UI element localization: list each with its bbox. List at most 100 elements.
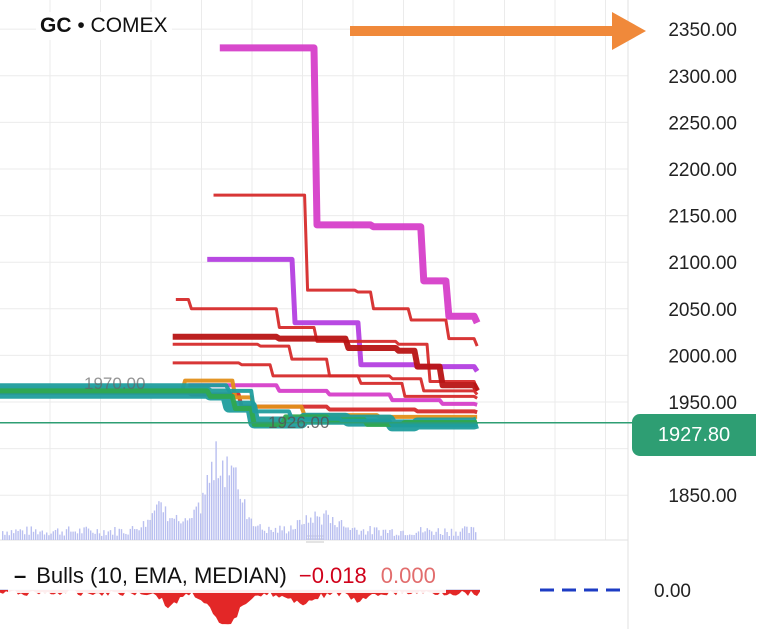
symbol-legend[interactable]: GC • COMEX bbox=[36, 12, 172, 40]
volume-bar bbox=[338, 521, 340, 540]
volume-bar bbox=[70, 531, 72, 540]
volume-bar bbox=[136, 529, 138, 540]
volume-bar bbox=[226, 456, 228, 540]
volume-bar bbox=[428, 529, 431, 540]
volume-bar bbox=[343, 526, 345, 540]
volume-bar bbox=[63, 535, 65, 540]
volume-bar bbox=[149, 519, 151, 540]
volume-bar bbox=[41, 530, 43, 540]
volume-bar bbox=[464, 526, 466, 540]
overlay-labels: 1970.00 1926.00 bbox=[84, 374, 329, 432]
volume-bar bbox=[327, 514, 329, 540]
volume-bar bbox=[457, 535, 459, 540]
volume-bar bbox=[189, 518, 191, 540]
volume-bar bbox=[35, 529, 37, 540]
volume-bar bbox=[360, 530, 362, 540]
volume-bar bbox=[233, 467, 235, 540]
volume-bar bbox=[83, 527, 85, 540]
volume-bar bbox=[164, 506, 167, 540]
price-axis[interactable]: 2350.00 2300.00 2250.00 2200.00 2150.00 2100.… bbox=[668, 20, 737, 507]
volume-bar bbox=[400, 531, 402, 540]
volume-bar bbox=[217, 478, 219, 540]
volume-bar bbox=[2, 531, 4, 540]
volume-bar bbox=[466, 526, 468, 540]
volume-bar bbox=[184, 518, 186, 540]
volume-bar bbox=[6, 531, 8, 540]
volume-bar bbox=[442, 534, 444, 540]
volume-bar bbox=[15, 529, 17, 540]
volume-bar bbox=[208, 482, 211, 540]
volume-bar bbox=[406, 535, 409, 540]
volume-bar bbox=[316, 516, 318, 540]
volume-bar bbox=[4, 534, 6, 540]
volume-bar bbox=[127, 534, 129, 540]
volume-bar bbox=[197, 502, 200, 540]
volume-bar bbox=[219, 475, 222, 540]
bulls-histogram bbox=[0, 590, 480, 625]
volume-bar bbox=[356, 529, 358, 540]
volume-bar bbox=[28, 534, 30, 540]
volume-bar bbox=[160, 502, 162, 540]
series-line-3 bbox=[207, 256, 480, 373]
volume-bar bbox=[140, 527, 142, 540]
volume-bar bbox=[24, 534, 26, 540]
volume-bar bbox=[180, 523, 182, 540]
volume-bar bbox=[404, 535, 406, 540]
volume-bar bbox=[272, 531, 274, 540]
volume-bar bbox=[145, 526, 147, 540]
volume-bar bbox=[257, 525, 259, 540]
volume-bar bbox=[19, 529, 21, 540]
volume-bar bbox=[76, 533, 79, 540]
volume-bar bbox=[237, 489, 239, 540]
volume-bar bbox=[72, 531, 74, 540]
volume-bar bbox=[378, 530, 380, 540]
volume-bar bbox=[46, 532, 48, 540]
volume-bar bbox=[345, 527, 347, 540]
volume-bar bbox=[112, 534, 114, 540]
volume-bar bbox=[437, 528, 439, 540]
volume-bar bbox=[68, 526, 70, 540]
volume-bar bbox=[261, 529, 263, 540]
volume-bar bbox=[147, 519, 149, 540]
y-tick-label: 2300.00 bbox=[668, 67, 737, 88]
volume-bar bbox=[413, 534, 415, 540]
volume-bar bbox=[389, 530, 391, 540]
volume-bar bbox=[277, 532, 279, 540]
volume-bar bbox=[156, 504, 158, 540]
volume-bar bbox=[131, 526, 134, 540]
volume-bar bbox=[118, 528, 120, 540]
y-tick-label: 2100.00 bbox=[668, 253, 737, 274]
volume-bar bbox=[123, 533, 125, 540]
volume-bar bbox=[318, 516, 321, 540]
volume-bar bbox=[325, 510, 327, 540]
indicator-legend[interactable]: – Bulls (10, EMA, MEDIAN) −0.018 0.000 bbox=[8, 559, 446, 593]
volume-bar bbox=[129, 528, 131, 540]
volume-bar bbox=[30, 526, 32, 540]
volume-bar bbox=[107, 531, 109, 540]
volume-bar bbox=[92, 532, 94, 540]
volume-bar bbox=[50, 533, 52, 540]
volume-bar bbox=[431, 531, 433, 540]
volume-bar bbox=[101, 535, 103, 540]
volume-bar bbox=[171, 518, 173, 540]
volume-bar bbox=[96, 529, 98, 540]
volume-bar bbox=[455, 531, 457, 540]
y-tick-label: 2200.00 bbox=[668, 160, 737, 181]
volume-bar bbox=[332, 517, 334, 540]
volume-bar bbox=[470, 526, 472, 540]
volume-bar bbox=[305, 515, 307, 540]
indicator-dash-icon: – bbox=[14, 563, 27, 588]
indicator-value-1: −0.018 bbox=[298, 563, 367, 588]
volume-bar bbox=[250, 518, 252, 540]
volume-bar bbox=[109, 530, 112, 540]
price-lines bbox=[0, 44, 481, 432]
volume-bar bbox=[424, 531, 426, 540]
volume-bar bbox=[98, 533, 101, 540]
volume-bar bbox=[61, 531, 63, 540]
series-line-1 bbox=[219, 44, 481, 325]
volume-bar bbox=[274, 527, 277, 540]
volume-bar bbox=[211, 461, 213, 540]
volume-bar bbox=[367, 531, 369, 540]
volume-bar bbox=[382, 529, 384, 540]
